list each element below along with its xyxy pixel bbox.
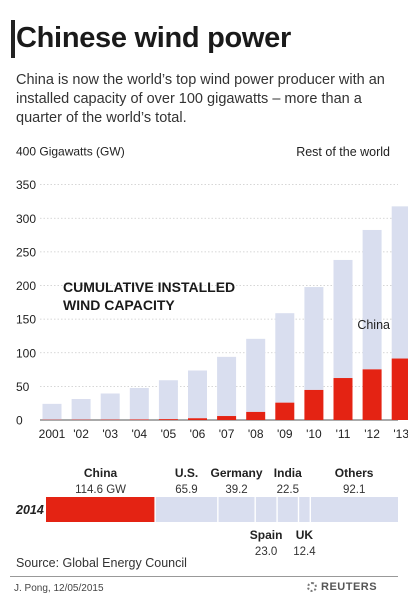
bar-china <box>333 378 353 420</box>
chart-title-line-1: CUMULATIVE INSTALLED <box>63 279 235 295</box>
bar-china <box>217 416 237 420</box>
x-tick-label: '05 <box>161 427 177 441</box>
x-tick-label: '13 <box>393 427 408 441</box>
bar-china <box>391 358 408 420</box>
x-tick-label: '12 <box>364 427 380 441</box>
share-segment <box>298 497 311 522</box>
share-bar-2014: 2014 China 114.6 GW U.S. 65.9 Germany 39.2 Spai… <box>15 466 398 558</box>
share-segment-name: Germany <box>211 466 263 480</box>
bar-rest-of-world <box>362 229 382 370</box>
bar-rest-of-world <box>100 393 120 420</box>
share-segment-value: 39.2 <box>225 484 247 496</box>
page-title: Chinese wind power <box>16 22 291 54</box>
y-tick-label: 300 <box>16 212 36 226</box>
share-segment-name: China <box>84 466 118 480</box>
share-segment-name: India <box>274 466 302 480</box>
x-tick-label: '03 <box>102 427 118 441</box>
share-row-label: 2014 <box>15 503 44 517</box>
share-segment-name: Spain <box>250 528 283 542</box>
bar-china <box>246 411 266 420</box>
x-tick-label: '08 <box>248 427 264 441</box>
share-segment <box>46 497 156 522</box>
share-segment <box>310 497 398 522</box>
stacked-bars <box>42 206 408 420</box>
share-segment <box>155 497 218 522</box>
bar-rest-of-world <box>188 370 207 419</box>
bar-rest-of-world <box>217 356 237 417</box>
bar-rest-of-world <box>158 380 178 420</box>
bar-rest-of-world <box>129 387 149 420</box>
bar-china <box>188 418 207 420</box>
bar-rest-of-world <box>71 399 91 420</box>
bar-rest-of-world <box>333 259 353 379</box>
y-tick-label: 100 <box>16 346 36 360</box>
brand-logo-text: REUTERS <box>321 581 378 593</box>
wind-capacity-chart: 0 50 100 150 200 250 300 350 400 Gigawatts (GW) 2… <box>15 145 408 558</box>
bar-china <box>158 419 178 420</box>
share-segment-value: 92.1 <box>343 484 365 496</box>
y-tick-label: 400 Gigawatts (GW) <box>16 145 125 159</box>
source-note: Source: Global Energy Council <box>16 556 187 570</box>
x-tick-label: '11 <box>336 427 351 441</box>
share-segment <box>217 497 256 522</box>
credit-line: J. Pong, 12/05/2015 <box>14 583 104 594</box>
y-tick-label: 0 <box>16 414 23 428</box>
axis-ticks: 0 50 100 150 200 250 300 350 400 Gigawatts (GW) 2… <box>16 145 408 442</box>
share-segment-value: 114.6 GW <box>75 484 126 496</box>
title-accent-bar <box>11 20 15 58</box>
bar-rest-of-world <box>275 313 295 403</box>
series-label-rest-of-world: Rest of the world <box>296 145 390 159</box>
bar-china <box>304 389 324 420</box>
y-tick-label: 350 <box>16 178 36 192</box>
bar-rest-of-world <box>391 206 408 359</box>
share-segment <box>277 497 299 522</box>
y-tick-label: 200 <box>16 279 36 293</box>
series-label-china: China <box>357 318 390 332</box>
share-segment-value: 22.5 <box>277 484 299 496</box>
share-segment-name: UK <box>296 528 314 542</box>
share-segment-value: 65.9 <box>175 484 197 496</box>
share-segment-value: 12.4 <box>293 546 316 558</box>
bar-rest-of-world <box>304 287 324 390</box>
x-tick-label: '04 <box>131 427 147 441</box>
y-tick-label: 150 <box>16 313 36 327</box>
x-tick-label: 2001 <box>39 427 66 441</box>
y-tick-label: 50 <box>16 380 30 394</box>
share-segment <box>255 497 278 522</box>
y-tick-label: 250 <box>16 245 36 259</box>
x-tick-label: '06 <box>190 427 206 441</box>
share-segment-name: U.S. <box>175 466 198 480</box>
reuters-logo-icon <box>307 582 317 592</box>
x-tick-label: '10 <box>306 427 322 441</box>
share-segment-value: 23.0 <box>255 546 277 558</box>
footer-divider <box>10 576 398 577</box>
chart-title-line-2: WIND CAPACITY <box>63 297 175 313</box>
bar-rest-of-world <box>246 338 266 412</box>
bar-rest-of-world <box>42 403 62 420</box>
x-tick-label: '02 <box>73 427 89 441</box>
share-segment-name: Others <box>335 466 374 480</box>
page-subtitle: China is now the world’s top wind power … <box>16 72 385 126</box>
x-tick-label: '09 <box>277 427 293 441</box>
x-tick-label: '07 <box>219 427 235 441</box>
bar-china <box>362 369 382 420</box>
bar-china <box>275 402 295 420</box>
bar-china <box>129 419 149 420</box>
